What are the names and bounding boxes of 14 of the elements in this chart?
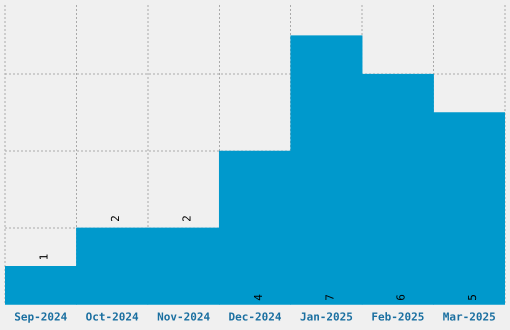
x-tick-label: Dec-2024	[228, 310, 282, 324]
x-tick-label: Sep-2024	[14, 310, 68, 324]
data-label: 4	[252, 294, 265, 301]
data-label: 5	[466, 294, 480, 301]
data-label: 1	[38, 254, 51, 260]
data-label: 2	[180, 215, 194, 222]
x-tick-label: Nov-2024	[157, 310, 210, 324]
x-tick-label: Jan-2025	[300, 310, 353, 324]
data-label: 6	[394, 294, 408, 301]
x-tick-label: Mar-2025	[442, 310, 496, 324]
x-tick-label: Feb-2025	[371, 310, 424, 324]
data-label: 2	[109, 215, 122, 222]
x-tick-label: Oct-2024	[86, 310, 140, 324]
data-label: 7	[323, 294, 336, 301]
